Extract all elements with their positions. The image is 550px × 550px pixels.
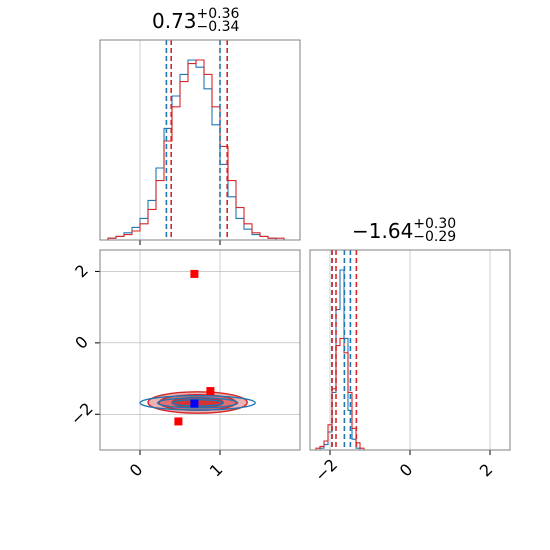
bl-marker-1 bbox=[206, 387, 215, 396]
title-param1-value: 0.73 bbox=[152, 9, 197, 33]
title-param1-plus: +0.36 bbox=[196, 6, 240, 22]
bl-xtick-label-1: 1 bbox=[206, 460, 227, 481]
title-param2-plus: +0.30 bbox=[413, 216, 457, 232]
title-param2: −1.64 +0.30 −0.29 bbox=[352, 216, 457, 245]
bl-ytick-label-0: −2 bbox=[67, 399, 97, 429]
bl-contour-1-level-1 bbox=[156, 397, 239, 409]
title-param2-minus: −0.29 bbox=[413, 229, 457, 245]
histogram-panel-param1 bbox=[99, 39, 301, 245]
br-frame bbox=[309, 249, 511, 451]
tl-histogram-series-1 bbox=[100, 59, 300, 241]
br-histogram-series-1 bbox=[312, 337, 368, 451]
bl-ytick-label-1: 0 bbox=[71, 332, 92, 353]
title-param1: 0.73 +0.36 −0.34 bbox=[152, 6, 240, 35]
bl-marker-0 bbox=[190, 269, 199, 278]
tl-frame bbox=[99, 39, 301, 241]
bl-frame bbox=[99, 249, 301, 451]
bl-ytick-label-2: 2 bbox=[71, 261, 92, 282]
tl-histogram-series-0 bbox=[100, 59, 300, 241]
title-param2-value: −1.64 bbox=[352, 219, 414, 243]
bl-contour-1-level-0 bbox=[139, 395, 256, 411]
bl-marker-3 bbox=[190, 399, 199, 408]
bl-xtick-label-0: 0 bbox=[126, 460, 147, 481]
bl-marker-2 bbox=[174, 417, 183, 426]
contour-panel: 0 1 −2 0 2 bbox=[67, 249, 301, 481]
br-xtick-label-1: 0 bbox=[396, 460, 417, 481]
br-histogram-series-0 bbox=[312, 269, 368, 451]
br-xtick-label-0: −2 bbox=[311, 455, 341, 485]
br-xtick-label-2: 2 bbox=[476, 460, 497, 481]
title-param1-minus: −0.34 bbox=[196, 19, 240, 35]
histogram-panel-param2: −2 0 2 bbox=[309, 249, 511, 485]
